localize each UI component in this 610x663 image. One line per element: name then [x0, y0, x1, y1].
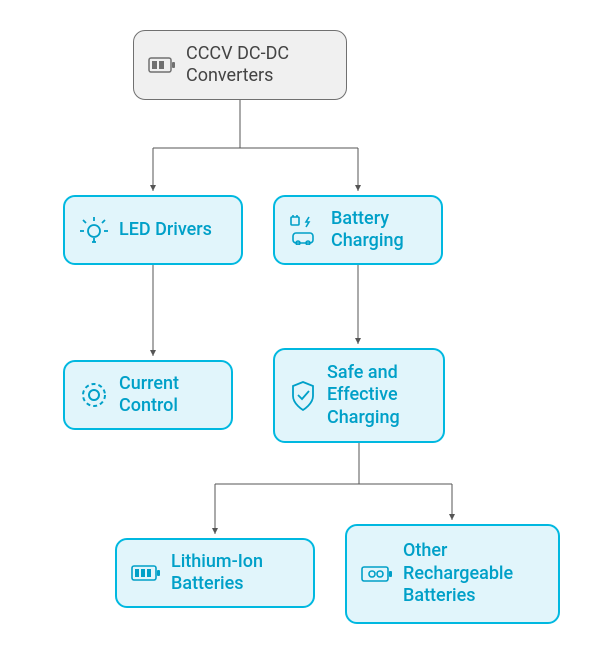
- leaf-battery-icon: [361, 563, 393, 585]
- node-safe-charging: Safe and Effective Charging: [273, 348, 445, 443]
- node-lithium-label: Lithium-Ion Batteries: [171, 551, 299, 596]
- node-safe-charging-label: Safe and Effective Charging: [327, 362, 429, 430]
- node-other-label: Other Rechargeable Batteries: [403, 540, 544, 608]
- dial-icon: [79, 380, 109, 410]
- node-current-control-label: Current Control: [119, 373, 217, 418]
- node-led: LED Drivers: [63, 195, 243, 265]
- lightbulb-icon: [79, 215, 109, 245]
- battery-icon: [148, 56, 176, 74]
- charging-icon: [289, 215, 321, 245]
- node-other: Other Rechargeable Batteries: [345, 524, 560, 624]
- battery-full-icon: [131, 564, 161, 582]
- node-battery-charging-label: Battery Charging: [331, 208, 427, 253]
- node-root: CCCV DC-DC Converters: [133, 30, 347, 100]
- node-root-label: CCCV DC-DC Converters: [186, 43, 332, 88]
- node-led-label: LED Drivers: [119, 219, 212, 242]
- shield-icon: [289, 380, 317, 412]
- node-lithium: Lithium-Ion Batteries: [115, 538, 315, 608]
- node-battery-charging: Battery Charging: [273, 195, 443, 265]
- node-current-control: Current Control: [63, 360, 233, 430]
